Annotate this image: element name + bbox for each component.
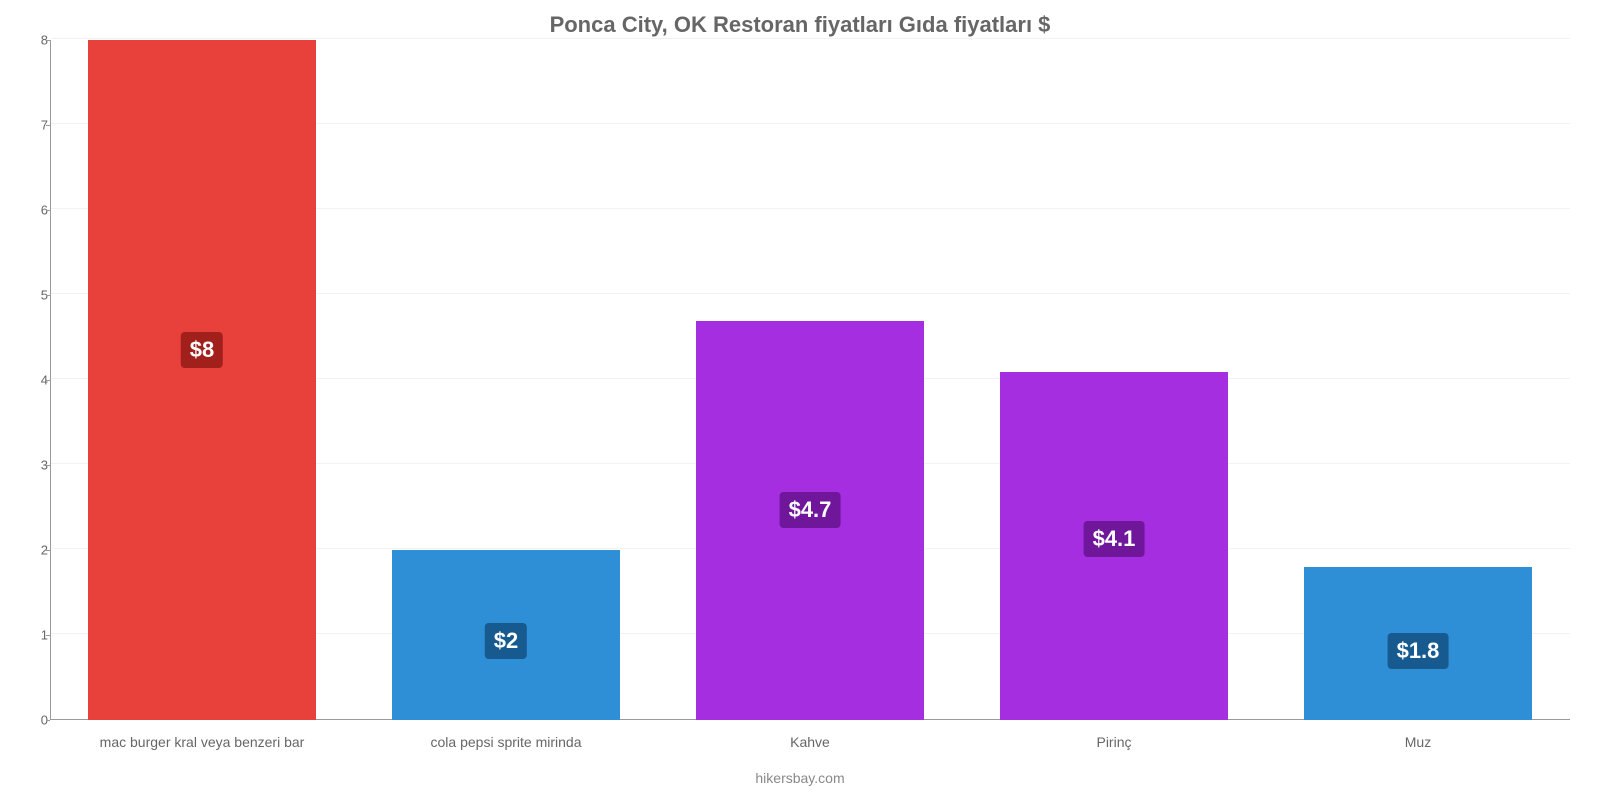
y-tick-mark (46, 40, 50, 41)
bar: $1.8 (1304, 567, 1532, 720)
bar: $8 (88, 40, 316, 720)
bar-slot: $8 (50, 40, 354, 720)
bar: $4.1 (1000, 372, 1228, 721)
x-label: mac burger kral veya benzeri bar (50, 734, 354, 750)
bar-slot: $1.8 (1266, 40, 1570, 720)
gridline (51, 38, 1570, 39)
bar-slot: $4.1 (962, 40, 1266, 720)
x-label: Muz (1266, 734, 1570, 750)
chart-container: Ponca City, OK Restoran fiyatları Gıda f… (0, 0, 1600, 800)
bar: $4.7 (696, 321, 924, 721)
y-tick-mark (46, 125, 50, 126)
y-tick-mark (46, 295, 50, 296)
x-label: Pirinç (962, 734, 1266, 750)
y-tick-mark (46, 380, 50, 381)
y-tick-mark (46, 550, 50, 551)
value-label: $4.1 (1084, 521, 1145, 557)
bar: $2 (392, 550, 620, 720)
bars-row: $8 $2 $4.7 $4.1 $1.8 (50, 40, 1570, 720)
chart-title: Ponca City, OK Restoran fiyatları Gıda f… (0, 12, 1600, 38)
value-label: $1.8 (1388, 633, 1449, 669)
bar-slot: $2 (354, 40, 658, 720)
y-tick-mark (46, 465, 50, 466)
value-label: $4.7 (780, 492, 841, 528)
x-label: cola pepsi sprite mirinda (354, 734, 658, 750)
y-tick-mark (46, 720, 50, 721)
y-tick-mark (46, 210, 50, 211)
x-label: Kahve (658, 734, 962, 750)
value-label: $2 (485, 623, 527, 659)
value-label: $8 (181, 332, 223, 368)
x-labels-row: mac burger kral veya benzeri barcola pep… (50, 734, 1570, 750)
chart-footer: hikersbay.com (0, 770, 1600, 786)
y-tick-mark (46, 635, 50, 636)
bar-slot: $4.7 (658, 40, 962, 720)
